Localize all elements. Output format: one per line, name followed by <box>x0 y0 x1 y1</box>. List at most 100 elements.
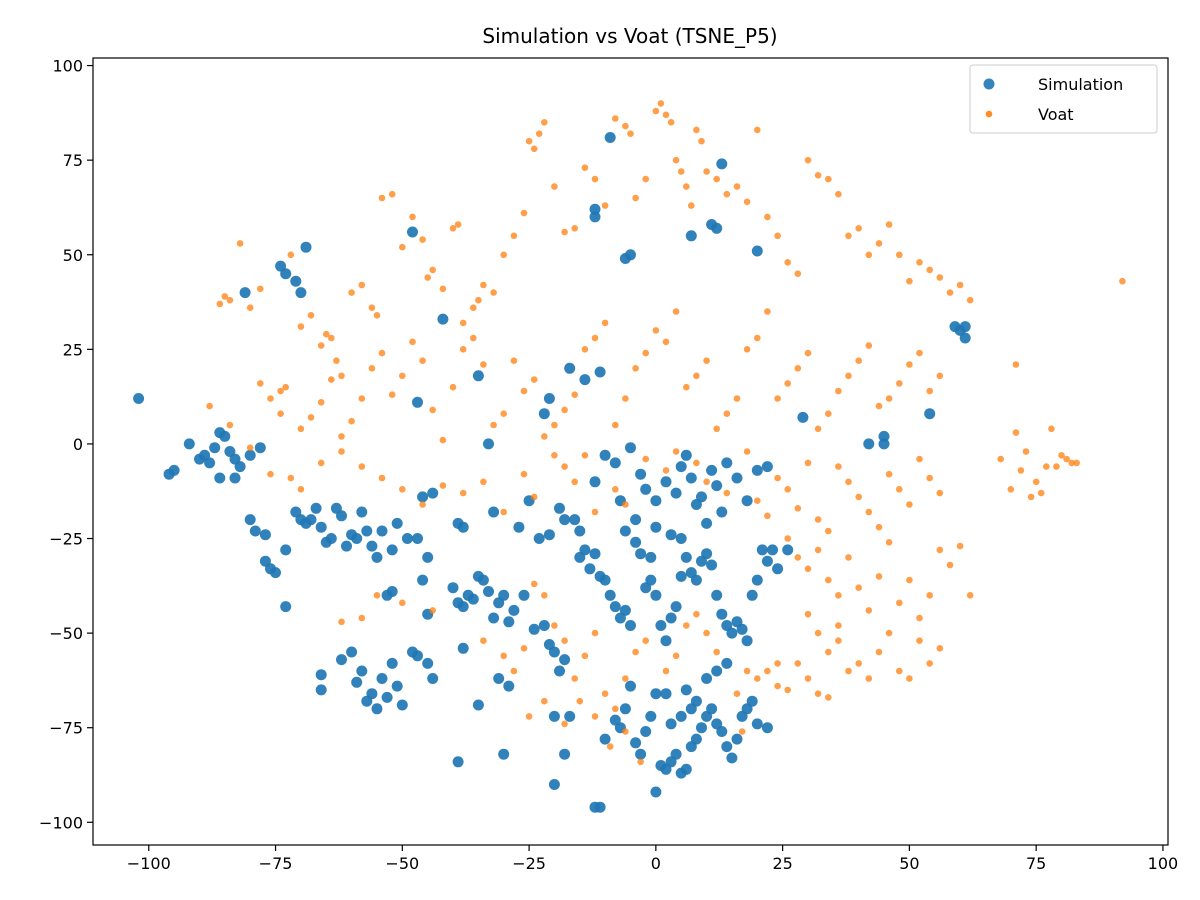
data-point <box>670 748 682 760</box>
data-point <box>277 410 284 418</box>
data-point <box>500 410 508 418</box>
data-point <box>784 259 791 266</box>
data-point <box>751 464 763 476</box>
data-point <box>683 622 690 629</box>
data-point <box>670 601 682 613</box>
data-point <box>472 699 484 711</box>
data-point <box>606 743 614 750</box>
data-point <box>774 682 781 690</box>
data-point <box>743 346 751 353</box>
data-point <box>680 763 692 775</box>
data-point <box>916 614 923 622</box>
data-point <box>650 495 662 507</box>
data-point <box>551 622 558 629</box>
data-point <box>896 486 903 493</box>
data-point <box>782 544 794 556</box>
data-point <box>885 539 893 546</box>
data-point <box>561 228 568 236</box>
data-point <box>358 614 366 622</box>
data-point <box>371 703 383 715</box>
data-point <box>997 455 1004 463</box>
data-point <box>338 433 345 440</box>
data-point <box>916 455 923 463</box>
data-point <box>693 610 700 618</box>
data-point <box>429 266 437 274</box>
data-point <box>657 100 665 107</box>
data-point <box>825 648 832 656</box>
data-point <box>1017 467 1025 474</box>
data-point <box>407 226 418 238</box>
data-point <box>277 387 284 395</box>
data-point <box>221 293 229 300</box>
data-point <box>591 334 599 342</box>
data-point <box>287 474 295 482</box>
data-point <box>604 589 616 601</box>
data-point <box>741 635 753 647</box>
data-point <box>530 376 538 383</box>
data-point <box>966 592 974 599</box>
data-point <box>642 175 649 183</box>
data-point <box>723 410 731 418</box>
x-tick-label: 75 <box>1026 854 1046 873</box>
data-point <box>480 478 487 486</box>
data-point <box>743 448 751 455</box>
data-point <box>794 365 802 372</box>
data-point <box>774 232 781 240</box>
data-point <box>510 357 518 365</box>
data-point <box>746 589 758 601</box>
data-point <box>538 620 550 631</box>
data-point <box>804 349 812 357</box>
data-point <box>738 728 746 735</box>
data-point <box>267 470 274 478</box>
data-point <box>1043 463 1050 470</box>
data-point <box>706 464 718 476</box>
data-point <box>625 442 636 454</box>
legend: Simulation Voat <box>969 64 1158 134</box>
data-point <box>246 304 254 312</box>
data-point <box>399 372 406 380</box>
data-point <box>604 132 616 143</box>
data-point <box>906 675 913 682</box>
data-point <box>743 198 751 206</box>
data-point <box>1058 452 1065 459</box>
data-point <box>896 251 903 259</box>
data-point <box>305 514 317 526</box>
data-point <box>650 521 662 533</box>
data-point <box>946 289 954 296</box>
data-point <box>569 514 581 526</box>
data-point <box>1063 455 1070 463</box>
data-point <box>619 525 631 537</box>
data-point <box>307 414 315 421</box>
data-point <box>825 410 832 418</box>
data-point <box>280 268 292 280</box>
x-tick-label: 100 <box>1148 854 1179 873</box>
data-point <box>733 183 741 190</box>
data-point <box>660 635 672 647</box>
data-point <box>358 395 366 402</box>
data-point <box>683 183 690 190</box>
data-point <box>336 510 347 522</box>
data-point <box>429 406 437 414</box>
data-point <box>746 695 758 707</box>
data-point <box>698 137 705 145</box>
data-point <box>690 733 702 745</box>
data-point <box>835 622 842 629</box>
data-point <box>696 491 707 503</box>
data-point <box>391 680 403 692</box>
data-point <box>936 546 944 554</box>
data-point <box>675 533 687 544</box>
y-tick-label: 75 <box>63 151 83 170</box>
data-point <box>388 190 396 198</box>
data-point <box>282 383 290 391</box>
data-point <box>635 748 647 760</box>
data-point <box>561 463 568 470</box>
data-point <box>376 673 388 684</box>
data-point <box>875 240 883 247</box>
data-point <box>680 449 692 461</box>
data-point <box>863 438 875 450</box>
data-point <box>650 786 662 798</box>
data-point <box>652 107 660 115</box>
data-point <box>703 168 710 175</box>
